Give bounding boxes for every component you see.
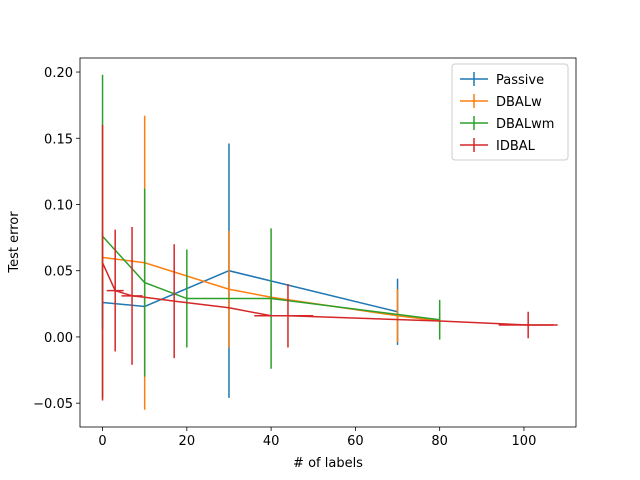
series-line: [101, 262, 554, 326]
y-tick-label: 0.20: [44, 66, 73, 81]
legend-label: DBALw: [496, 95, 542, 110]
y-tick-label: 0.10: [44, 198, 73, 213]
series-line: [102, 256, 440, 322]
x-tick-label: 40: [263, 434, 280, 449]
legend-label: IDBAL: [496, 139, 536, 154]
x-tick-label: 60: [347, 434, 364, 449]
x-tick-label: 100: [512, 434, 537, 449]
x-tick-label: 0: [98, 434, 106, 449]
legend-box: [451, 63, 569, 161]
y-axis-label: Test error: [7, 211, 22, 274]
x-tick-label: 20: [179, 434, 196, 449]
y-tick-label: 0.05: [44, 265, 73, 280]
legend-label: DBALwm: [496, 117, 554, 132]
plot-frame: [79, 57, 577, 428]
x-tick-label: 80: [431, 434, 448, 449]
y-tick-label: 0.15: [44, 132, 73, 147]
y-tick-label: 0.00: [44, 331, 73, 346]
y-tick-label: −0.05: [33, 397, 73, 412]
legend-label: Passive: [496, 73, 544, 88]
series-line: [102, 269, 398, 313]
x-axis-label: # of labels: [293, 456, 363, 471]
